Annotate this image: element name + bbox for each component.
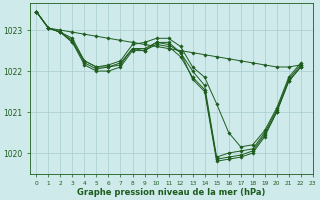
X-axis label: Graphe pression niveau de la mer (hPa): Graphe pression niveau de la mer (hPa) bbox=[77, 188, 266, 197]
